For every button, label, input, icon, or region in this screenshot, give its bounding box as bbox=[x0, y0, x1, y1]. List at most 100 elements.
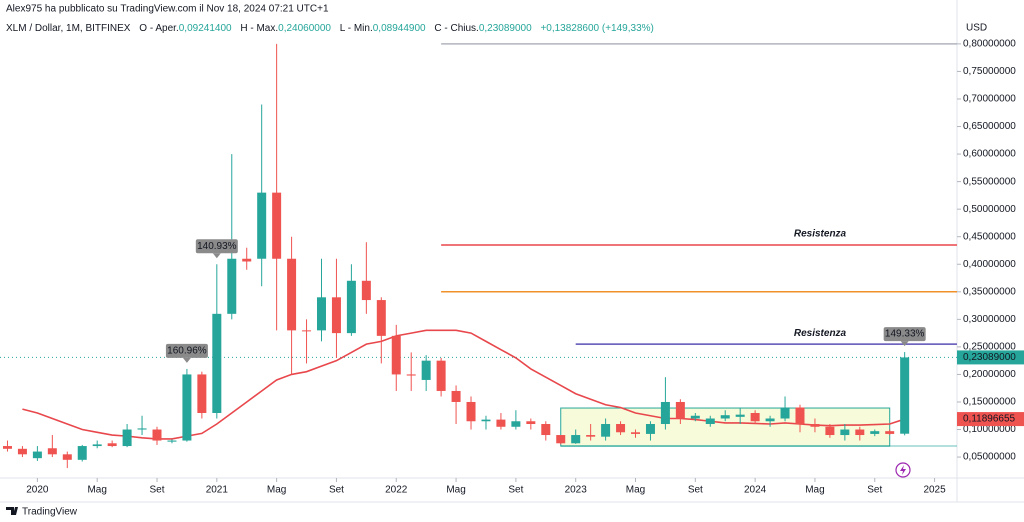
candle-body bbox=[182, 374, 192, 441]
x-tick-label: Mag bbox=[805, 485, 824, 496]
callout-pointer bbox=[900, 341, 909, 347]
candle-body bbox=[167, 440, 177, 442]
y-tick-label: 0,05000000 bbox=[963, 452, 1016, 463]
replay-icon[interactable] bbox=[895, 462, 911, 478]
candle-body bbox=[795, 407, 805, 425]
callout-label: 140.93% bbox=[197, 241, 237, 252]
candle-body bbox=[496, 419, 506, 427]
candle-body bbox=[122, 429, 132, 447]
x-tick-label: 2024 bbox=[744, 485, 767, 496]
candle-body bbox=[705, 418, 715, 425]
ohlc-label: L - Min. bbox=[340, 23, 373, 34]
y-tick-label: 0,20000000 bbox=[963, 369, 1016, 380]
ohlc-label: C - Chius. bbox=[434, 23, 478, 34]
y-tick-label: 0,65000000 bbox=[963, 121, 1016, 132]
y-tick-label: 0,25000000 bbox=[963, 342, 1016, 353]
y-tick-label: 0,55000000 bbox=[963, 176, 1016, 187]
callout-box bbox=[195, 239, 238, 254]
level-label: Resistenza bbox=[794, 328, 847, 339]
candle-body bbox=[92, 444, 102, 447]
x-tick-label: Set bbox=[508, 485, 523, 496]
x-tick-label: Mag bbox=[626, 485, 645, 496]
candle-body bbox=[735, 414, 745, 417]
candle-body bbox=[885, 431, 895, 434]
y-tick-label: 0,40000000 bbox=[963, 259, 1016, 270]
ohlc-value: 0,08944900 bbox=[373, 23, 426, 34]
candle-body bbox=[331, 297, 341, 334]
price-tag bbox=[957, 412, 1024, 427]
ohlc-value: 0,24060000 bbox=[278, 23, 331, 34]
y-tick-label: 0,15000000 bbox=[963, 397, 1016, 408]
candle-body bbox=[481, 419, 491, 422]
candle-body bbox=[137, 428, 147, 430]
ohlc-value: 0,09241400 bbox=[179, 23, 232, 34]
icon-bolt bbox=[900, 465, 906, 475]
candle-body bbox=[765, 418, 775, 422]
x-tick-label: Mag bbox=[446, 485, 465, 496]
candle-body bbox=[780, 407, 790, 419]
candle-body bbox=[316, 297, 326, 331]
y-tick-label: 0,30000000 bbox=[963, 314, 1016, 325]
ohlc-value: 0,23089000 bbox=[479, 23, 532, 34]
candle-body bbox=[17, 448, 27, 455]
x-tick-label: Set bbox=[150, 485, 165, 496]
candle-body bbox=[257, 192, 267, 259]
candle-body bbox=[287, 258, 297, 331]
logo-text: TradingView bbox=[22, 507, 78, 518]
candle-body bbox=[272, 192, 282, 259]
candle-body bbox=[571, 435, 581, 444]
moving-average bbox=[22, 329, 905, 440]
y-tick-label: 0,50000000 bbox=[963, 204, 1016, 215]
candle-body bbox=[660, 401, 670, 425]
x-tick-label: 2023 bbox=[565, 485, 588, 496]
candle-body bbox=[750, 412, 760, 422]
candle-body bbox=[675, 401, 685, 419]
callout-pointer bbox=[212, 253, 221, 259]
candle-body bbox=[451, 390, 461, 402]
candle-body bbox=[376, 300, 386, 336]
x-tick-label: 2020 bbox=[26, 485, 49, 496]
plot-area: Resistenza Resistenza 160.96% 140.93% 149.33… bbox=[0, 43, 957, 469]
x-tick-label: Set bbox=[867, 485, 882, 496]
callout-pointer bbox=[182, 357, 191, 363]
x-tick-label: 2021 bbox=[206, 485, 229, 496]
ohlc-label: H - Max. bbox=[240, 23, 278, 34]
candle-body bbox=[810, 424, 820, 427]
callout-label: 160.96% bbox=[167, 346, 207, 357]
candle-body bbox=[32, 451, 42, 459]
ohlc-label: O - Aper. bbox=[139, 23, 178, 34]
y-tick-label: 0,45000000 bbox=[963, 231, 1016, 242]
candle-body bbox=[421, 360, 431, 380]
ohlc-legend: XLM / Dollar, 1M, BITFINEX O - Aper.0,09… bbox=[6, 23, 654, 34]
candle-body bbox=[152, 429, 162, 441]
logo-mark bbox=[6, 507, 18, 515]
candle-body bbox=[855, 429, 865, 436]
y-tick-label: 0,80000000 bbox=[963, 39, 1016, 50]
candle-body bbox=[436, 360, 446, 391]
x-tick-label: Set bbox=[329, 485, 344, 496]
candle-body bbox=[690, 415, 700, 419]
candle-body bbox=[391, 335, 401, 375]
candle-body bbox=[645, 424, 655, 434]
currency: USD bbox=[966, 23, 987, 34]
candle-body bbox=[107, 443, 117, 447]
x-tick-label: Mag bbox=[267, 485, 286, 496]
y-tick-label: 0,35000000 bbox=[963, 286, 1016, 297]
price-tag bbox=[957, 350, 1024, 365]
level-label: Resistenza bbox=[794, 229, 847, 240]
candle-body bbox=[601, 424, 611, 437]
range-box bbox=[560, 407, 891, 447]
candle-body bbox=[616, 424, 626, 433]
candle-body bbox=[361, 280, 371, 301]
candle-body bbox=[511, 421, 521, 427]
y-tick-label: 0,10000000 bbox=[963, 424, 1016, 435]
price-tag-label: 0,11896655 bbox=[963, 414, 1016, 425]
callout-label: 149.33% bbox=[885, 329, 925, 340]
x-tick-label: 2025 bbox=[923, 485, 946, 496]
candle-body bbox=[526, 421, 536, 425]
x-tick-label: Mag bbox=[87, 485, 106, 496]
candle-body bbox=[840, 429, 850, 436]
candle-body bbox=[466, 401, 476, 422]
